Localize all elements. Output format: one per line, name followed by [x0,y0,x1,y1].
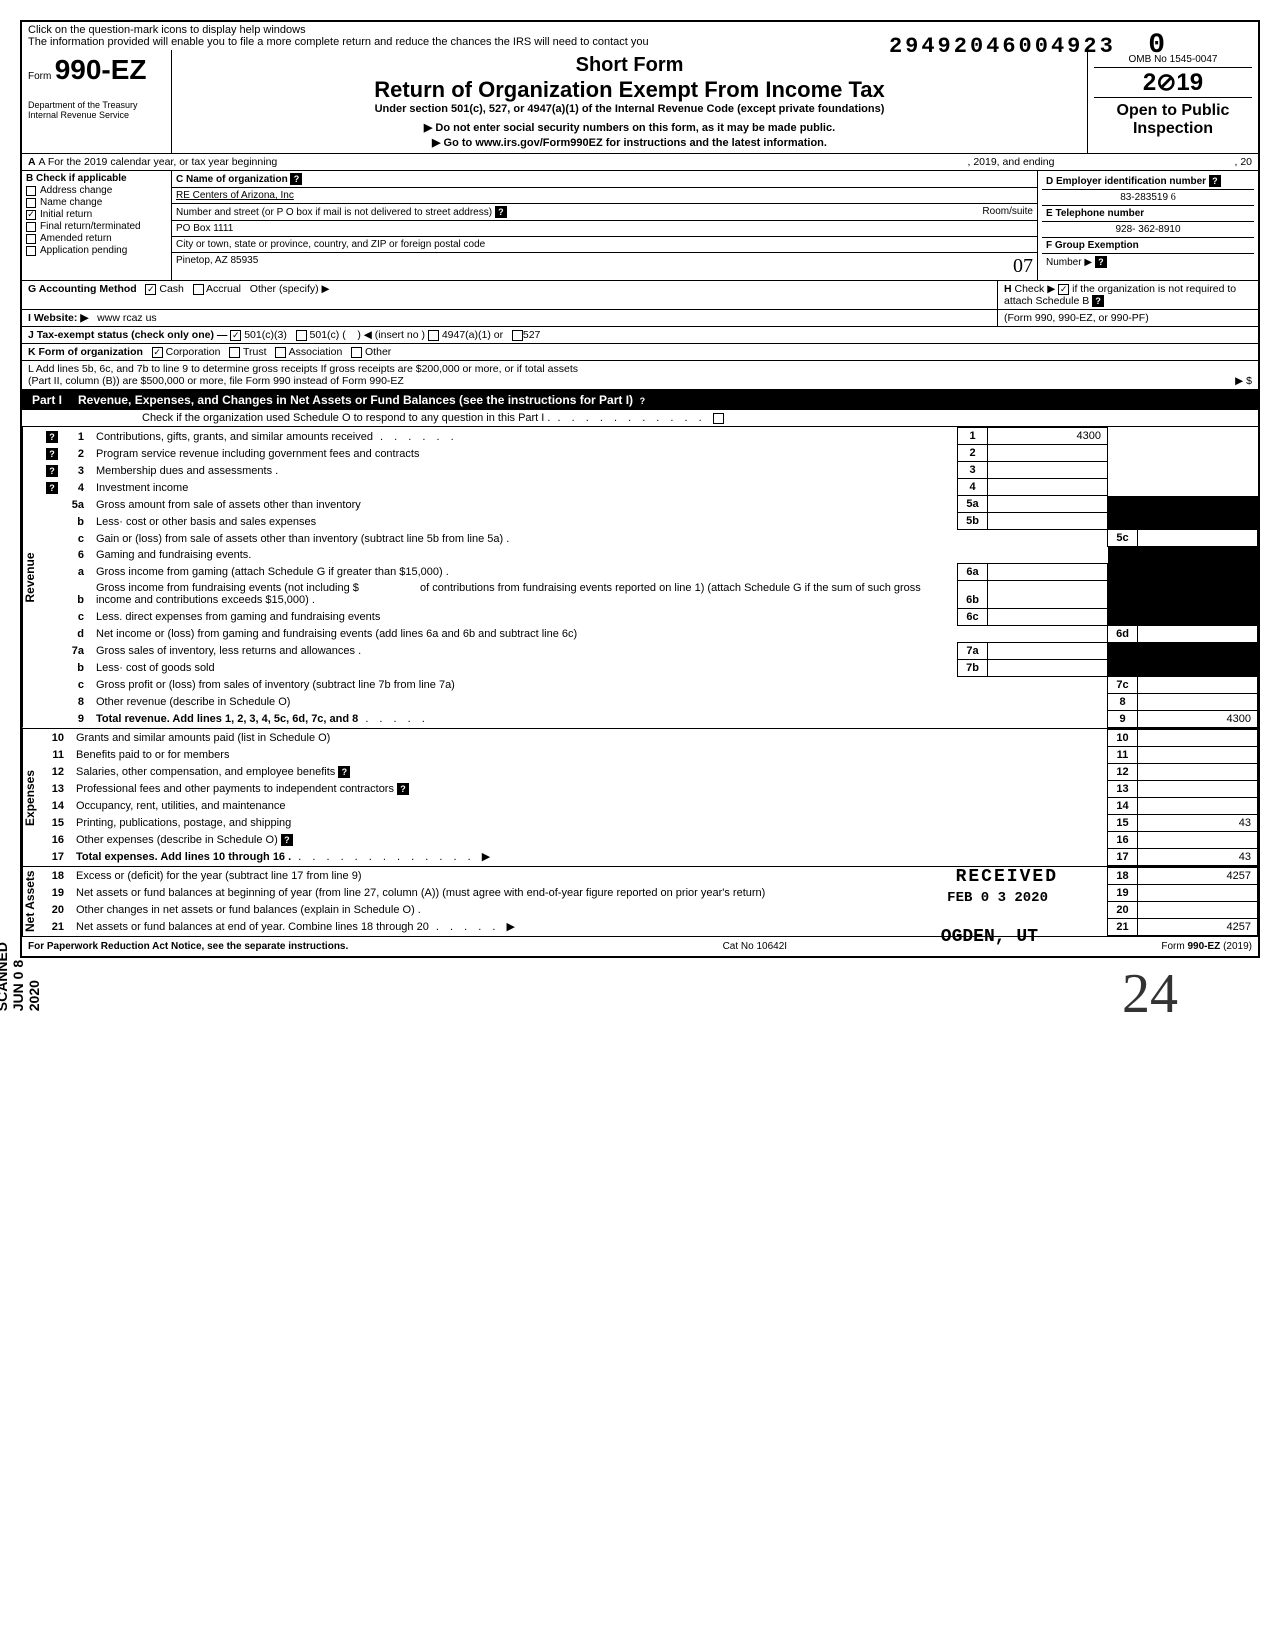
line-17-total-expenses: 43 [1138,848,1258,865]
checkbox-name-change[interactable] [26,198,36,208]
main-title: Return of Organization Exempt From Incom… [178,77,1081,103]
expenses-table: 10Grants and similar amounts paid (list … [42,729,1258,866]
row-l-gross-receipts: L Add lines 5b, 6c, and 7b to line 9 to … [22,361,1258,390]
help-icon[interactable]: ? [338,766,350,778]
city-value: Pinetop, AZ 85935 [176,255,258,278]
checkbox-address-change[interactable] [26,186,36,196]
checkbox-initial-return[interactable]: ✓ [26,210,36,220]
header-row: Form 990-EZ Department of the Treasury I… [22,50,1258,154]
ein-value: 83-283519 6 [1042,190,1254,206]
year-box: OMB No 1545-0047 2⊘201919 Open to Public… [1088,50,1258,153]
org-name-value: RE Centers of Arizona, Inc [172,188,1037,204]
revenue-table: ?1Contributions, gifts, grants, and simi… [42,427,1258,728]
expenses-side-label: Expenses [22,729,42,866]
row-k-form-org: K Form of organization ✓ Corporation Tru… [22,344,1258,361]
help-icon[interactable]: ? [46,465,58,477]
checkbox-amended-return[interactable] [26,234,36,244]
line-18-value: 4257 [1138,867,1258,884]
help-icon[interactable]: ? [1095,256,1107,268]
net-assets-section: Net Assets 18Excess or (deficit) for the… [22,867,1258,937]
checkbox-schedule-o[interactable] [713,413,724,424]
website-value: www rcaz us [97,312,157,324]
tax-year: 2⊘201919 [1094,68,1252,97]
checkbox-accrual[interactable] [193,284,204,295]
revenue-section: Revenue ?1Contributions, gifts, grants, … [22,427,1258,729]
cat-number: Cat No 10642I [723,941,788,952]
help-icon[interactable]: ? [46,482,58,494]
net-assets-table: 18Excess or (deficit) for the year (subt… [42,867,1258,936]
help-icon[interactable]: ? [397,783,409,795]
row-a-tax-year: A A For the 2019 calendar year, or tax y… [22,154,1258,171]
expenses-section: Expenses 10Grants and similar amounts pa… [22,729,1258,867]
checkbox-trust[interactable] [229,347,240,358]
checkbox-other[interactable] [351,347,362,358]
form-number-box: Form 990-EZ Department of the Treasury I… [22,50,172,153]
row-g-h: G Accounting Method ✓ Cash Accrual Other… [22,281,1258,310]
form-version: Form 990-EZ (2019) [1161,941,1252,952]
section-b-checkboxes: B Check if applicable Address change Nam… [22,171,172,280]
form-990ez-container: 29492046004923 0 Click on the question-m… [20,20,1260,958]
row-j-tax-exempt: J Tax-exempt status (check only one) — ✓… [22,327,1258,344]
goto-link: ▶ Go to www.irs.gov/Form990EZ for instru… [178,136,1081,149]
checkbox-application-pending[interactable] [26,246,36,256]
street-value: PO Box 1111 [172,221,1037,237]
scanned-stamp: SCANNED JUN 0 8 2020 [0,942,42,1011]
checkbox-501c[interactable] [296,330,307,341]
revenue-side-label: Revenue [22,427,42,728]
help-icon[interactable]: ? [281,834,293,846]
help-icon[interactable]: ? [636,395,648,407]
ssn-warning: ▶ Do not enter social security numbers o… [178,121,1081,134]
section-c-org-info: C Name of organization ? RE Centers of A… [172,171,1038,280]
open-to-public: Open to Public Inspection [1094,97,1252,138]
dept-treasury: Department of the Treasury [28,100,165,110]
checkbox-h[interactable]: ✓ [1058,284,1069,295]
checkbox-527[interactable] [512,330,523,341]
checkbox-association[interactable] [275,347,286,358]
checkbox-501c3[interactable]: ✓ [230,330,241,341]
header-info-row: B Check if applicable Address change Nam… [22,171,1258,281]
title-box: Short Form Return of Organization Exempt… [172,50,1088,153]
checkbox-final-return[interactable] [26,222,36,232]
part-1-subtitle: Check if the organization used Schedule … [22,410,1258,427]
right-header-section: D Employer identification number ? 83-28… [1038,171,1258,280]
phone-value: 928- 362-8910 [1042,222,1254,238]
handwritten-number: 24 [1122,962,1178,1026]
footer-row: For Paperwork Reduction Act Notice, see … [22,937,1258,956]
dept-irs: Internal Revenue Service [28,110,165,120]
help-icon[interactable]: ? [290,173,302,185]
subtitle: Under section 501(c), 527, or 4947(a)(1)… [178,103,1081,115]
help-icon[interactable]: ? [1092,295,1104,307]
part-1-header: Part I Revenue, Expenses, and Changes in… [22,390,1258,410]
help-icon[interactable]: ? [46,431,58,443]
row-i-website: I Website: ▶ www rcaz us (Form 990, 990-… [22,310,1258,327]
checkbox-corporation[interactable]: ✓ [152,347,163,358]
checkbox-cash[interactable]: ✓ [145,284,156,295]
line-9-total-revenue: 4300 [1138,710,1258,727]
checkbox-4947[interactable] [428,330,439,341]
help-icon[interactable]: ? [495,206,507,218]
line-1-value: 4300 [988,428,1108,445]
net-assets-side-label: Net Assets [22,867,42,936]
top-stamp-number: 29492046004923 0 [889,30,1168,61]
line-21-value: 4257 [1138,918,1258,935]
paperwork-notice: For Paperwork Reduction Act Notice, see … [28,941,348,952]
help-icon[interactable]: ? [1209,175,1221,187]
line-15-value: 43 [1138,814,1258,831]
help-icon[interactable]: ? [46,448,58,460]
